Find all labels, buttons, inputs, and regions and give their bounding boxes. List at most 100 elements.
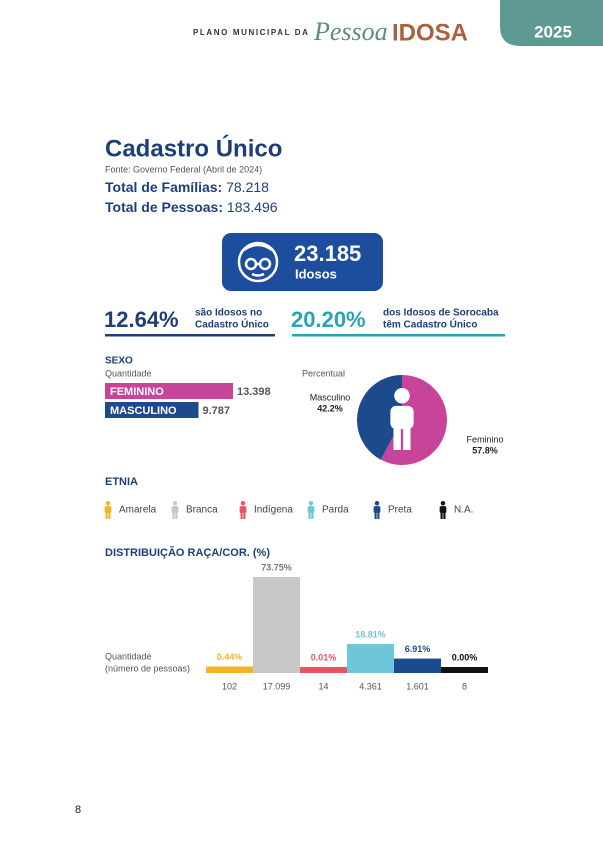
year: 2025 [534,22,572,41]
stat-text: são Idosos no [195,308,262,319]
icon-body [390,406,413,429]
count-label: 17.099 [263,681,291,691]
category-strip [253,667,300,673]
pie-category: Feminino [466,434,503,444]
count-axis-label: Quantidade [105,651,152,661]
section-heading: SEXO [105,356,133,367]
section-heading: ETNIA [105,476,138,488]
icon-leg [377,512,379,519]
icon-head [173,501,178,506]
icon-leg [441,512,443,519]
value-label: 18.81% [355,629,386,639]
stat-text: têm Cadastro Único [383,318,477,331]
count-label: 102 [222,681,237,691]
chart-subtitle: Quantidade [105,368,152,378]
bar [394,659,441,667]
legend-icon [440,501,447,519]
legend-label: N.A. [454,505,473,516]
category-strip [206,667,253,673]
icon-head [106,501,111,506]
legend-icon [240,501,247,519]
total-label: Total de Famílias: [105,179,222,195]
source: Fonte: Governo Federal (Abril de 2024) [105,164,262,174]
icon-head [394,388,410,404]
bar [253,577,300,667]
value-label: 0.01% [311,652,337,662]
legend-label: Indígena [254,505,293,516]
bar-category: MASCULINO [110,405,177,417]
icon-leg [173,512,175,519]
category-strip [347,667,394,673]
value-label: 13.398 [237,386,271,398]
pie-value-label: 42.2% [317,403,343,413]
icon-leg [241,512,243,519]
bar-category: FEMININO [110,386,164,398]
icon-body [440,506,447,513]
total-value: 78.218 [226,179,269,195]
legend-icon [172,501,179,519]
chart-title: DISTRIBUIÇÃO RAÇA/COR. (%) [105,546,270,559]
icon-leg [311,512,313,519]
icon-body [105,506,112,513]
icon-leg [443,512,445,519]
legend-label: Amarela [119,505,157,516]
pie-value-label: 57.8% [472,445,498,455]
legend-icon [105,501,112,519]
stat-value: 12.64% [104,307,179,332]
value-label: 0.44% [217,652,243,662]
icon-body [374,506,381,513]
legend-label: Preta [388,505,412,516]
icon-body [308,506,315,513]
icon-head [241,501,246,506]
title: Cadastro Único [105,134,282,162]
stat-text: Cadastro Único [195,318,269,331]
legend-label: Parda [322,505,349,516]
chart-subtitle: Percentual [302,368,345,378]
legend-label: Branca [186,505,218,516]
icon-head [441,501,446,506]
plan-label: PLANO MUNICIPAL DA [193,28,310,37]
brand-script: Pessoa [313,17,388,46]
count-label: 8 [462,681,467,691]
highlight-value: 23.185 [294,241,361,266]
count-axis-label: (número de pessoas) [105,663,190,673]
bar [206,666,253,667]
total-label: Total de Pessoas: [105,199,223,215]
brand-bold: IDOSA [392,19,468,46]
pie-category: Masculino [310,392,351,402]
value-label: 6.91% [405,644,431,654]
legend-icon [308,501,315,519]
count-label: 1.601 [406,681,429,691]
category-strip [300,667,347,673]
page-number: 8 [75,804,81,816]
stat-text: dos Idosos de Sorocaba [383,308,499,319]
icon-head [309,501,314,506]
legend-icon [374,501,381,519]
bar [347,644,394,667]
icon-leg [309,512,311,519]
value-label: 9.787 [203,405,231,417]
icon-leg [243,512,245,519]
count-label: 4.361 [359,681,382,691]
count-label: 14 [318,681,328,691]
icon-leg [403,427,410,450]
value-label: 73.75% [261,562,292,572]
value-label: 0.00% [452,652,478,662]
icon-leg [106,512,108,519]
total-value: 183.496 [227,199,278,215]
icon-leg [108,512,110,519]
highlight-label: Idosos [295,266,337,281]
total-families: Total de Famílias: 78.218 [105,179,269,195]
icon-head [375,501,380,506]
icon-leg [375,512,377,519]
category-strip [394,667,441,673]
stat-value: 20.20% [291,307,366,332]
stat-rule [292,334,505,337]
icon-leg [393,427,400,450]
total-people: Total de Pessoas: 183.496 [105,199,278,215]
icon-body [240,506,247,513]
icon-leg [175,512,177,519]
icon-body [172,506,179,513]
